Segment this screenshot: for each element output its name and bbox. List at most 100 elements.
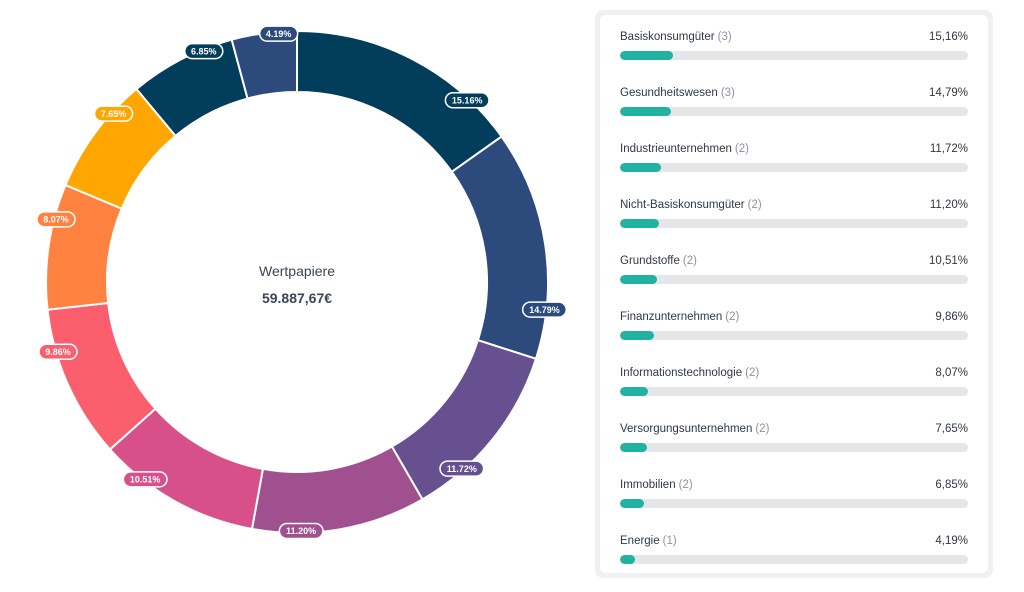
sector-label: Gesundheitswesen — [620, 87, 718, 99]
sector-row-header: Energie (1) 4,19% — [620, 533, 968, 549]
sector-row-header: Finanzunternehmen (2) 9,86% — [620, 309, 968, 325]
sector-name: Gesundheitswesen (3) — [620, 87, 735, 99]
donut-label-4: 10.51% — [122, 471, 168, 488]
donut-percent-labels: 15.16% 14.79% 11.72% 11.20% 10.51% 9.86% 8.07%… — [36, 25, 568, 540]
sector-label: Grundstoffe — [620, 255, 680, 267]
sector-list: Basiskonsumgüter (3) 15,16% Gesundheitswese… — [600, 15, 988, 573]
sector-bar-fill — [620, 51, 673, 60]
sector-percent: 8,07% — [935, 367, 968, 379]
sector-row[interactable]: Nicht-Basiskonsumgüter (2) 11,20% — [620, 197, 968, 253]
svg-text:4.19%: 4.19% — [266, 29, 292, 39]
sector-row-header: Gesundheitswesen (3) 14,79% — [620, 85, 968, 101]
sector-name: Basiskonsumgüter (3) — [620, 31, 732, 43]
donut-label-8: 6.85% — [184, 42, 224, 60]
sector-row[interactable]: Informationstechnologie (2) 8,07% — [620, 365, 968, 421]
svg-text:11.72%: 11.72% — [447, 464, 477, 474]
donut-label-9: 4.19% — [258, 25, 299, 42]
donut-label-1: 14.79% — [521, 301, 568, 318]
sector-row-header: Versorgungsunternehmen (2) 7,65% — [620, 421, 968, 437]
sector-bar-fill — [620, 555, 635, 564]
donut-label-2: 11.72% — [439, 460, 485, 477]
sector-row[interactable]: Basiskonsumgüter (3) 15,16% — [620, 29, 968, 85]
sector-count: (2) — [682, 255, 697, 267]
donut-label-0: 15.16% — [444, 91, 490, 109]
sector-label: Finanzunternehmen — [620, 311, 723, 323]
sector-count: (2) — [755, 423, 770, 435]
sector-percent: 10,51% — [928, 255, 968, 267]
sector-name: Industrieunternehmen (2) — [620, 143, 749, 155]
sector-percent: 15,16% — [928, 31, 968, 43]
sector-row[interactable]: Grundstoffe (2) 10,51% — [620, 253, 968, 309]
sector-name: Immobilien (2) — [620, 479, 693, 491]
sector-bar-track — [620, 275, 968, 284]
sector-percent: 6,85% — [935, 479, 968, 491]
center-value: 59.887,67€ — [262, 290, 332, 306]
sector-count: (2) — [745, 367, 760, 379]
svg-text:14.79%: 14.79% — [529, 305, 560, 315]
svg-text:8.07%: 8.07% — [43, 215, 69, 225]
sector-label: Immobilien — [620, 479, 676, 491]
donut-slice-3[interactable] — [250, 445, 424, 534]
sector-bar-track — [620, 331, 968, 340]
donut-slice-1[interactable] — [450, 135, 549, 361]
sector-name: Versorgungsunternehmen (2) — [620, 423, 769, 435]
sector-bar-fill — [620, 331, 655, 340]
sector-bar-fill — [620, 219, 659, 228]
sector-label: Basiskonsumgüter — [620, 31, 715, 43]
sector-count: (3) — [720, 87, 735, 99]
sector-percent: 4,19% — [935, 535, 968, 547]
sector-name: Finanzunternehmen (2) — [620, 311, 739, 323]
svg-text:15.16%: 15.16% — [452, 95, 483, 105]
sector-name: Informationstechnologie (2) — [620, 367, 759, 379]
sector-count: (2) — [678, 479, 693, 491]
sector-percent: 9,86% — [935, 311, 968, 323]
donut-slice-9[interactable] — [230, 29, 298, 100]
sector-bar-fill — [620, 107, 672, 116]
sector-row-header: Basiskonsumgüter (3) 15,16% — [620, 29, 968, 45]
sector-label: Nicht-Basiskonsumgüter — [620, 199, 745, 211]
sector-bar-track — [620, 107, 968, 116]
sector-percent: 14,79% — [928, 87, 968, 99]
sector-bar-fill — [620, 163, 661, 172]
sector-label: Industrieunternehmen — [620, 143, 732, 155]
sector-name: Grundstoffe (2) — [620, 255, 697, 267]
svg-text:7.65%: 7.65% — [101, 109, 127, 119]
sector-label: Informationstechnologie — [620, 367, 743, 379]
sector-name: Nicht-Basiskonsumgüter (2) — [620, 199, 762, 211]
sector-bar-track — [620, 555, 968, 564]
sector-count: (1) — [662, 535, 677, 547]
svg-text:6.85%: 6.85% — [191, 46, 217, 56]
donut-label-5: 9.86% — [38, 343, 78, 361]
svg-text:10.51%: 10.51% — [130, 475, 161, 485]
sector-row-header: Grundstoffe (2) 10,51% — [620, 253, 968, 269]
sector-bar-track — [620, 51, 968, 60]
sector-row-header: Nicht-Basiskonsumgüter (2) 11,20% — [620, 197, 968, 213]
sector-bar-fill — [620, 499, 644, 508]
sector-bar-track — [620, 443, 968, 452]
sector-percent: 11,20% — [929, 199, 968, 211]
center-title: Wertpapiere — [259, 263, 335, 279]
donut-label-6: 8.07% — [36, 211, 76, 228]
sector-row[interactable]: Energie (1) 4,19% — [620, 533, 968, 589]
sector-label: Versorgungsunternehmen — [620, 423, 753, 435]
sector-row-header: Immobilien (2) 6,85% — [620, 477, 968, 493]
sector-breakdown-panel: Basiskonsumgüter (3) 15,16% Gesundheitswese… — [595, 10, 993, 578]
donut-label-7: 7.65% — [93, 105, 134, 122]
sector-bar-track — [620, 387, 968, 396]
sector-row[interactable]: Industrieunternehmen (2) 11,72% — [620, 141, 968, 197]
sector-bar-track — [620, 499, 968, 508]
donut-slices — [45, 29, 549, 534]
sector-row[interactable]: Versorgungsunternehmen (2) 7,65% — [620, 421, 968, 477]
sector-percent: 11,72% — [929, 143, 968, 155]
svg-text:11.20%: 11.20% — [286, 526, 316, 536]
sector-name: Energie (1) — [620, 535, 677, 547]
sector-row[interactable]: Immobilien (2) 6,85% — [620, 477, 968, 533]
sector-label: Energie — [620, 535, 660, 547]
sector-count: (3) — [717, 31, 732, 43]
svg-text:9.86%: 9.86% — [45, 347, 71, 357]
sector-row[interactable]: Finanzunternehmen (2) 9,86% — [620, 309, 968, 365]
sector-row[interactable]: Gesundheitswesen (3) 14,79% — [620, 85, 968, 141]
sector-bar-fill — [620, 275, 657, 284]
sector-bar-fill — [620, 443, 647, 452]
sector-count: (2) — [747, 199, 762, 211]
